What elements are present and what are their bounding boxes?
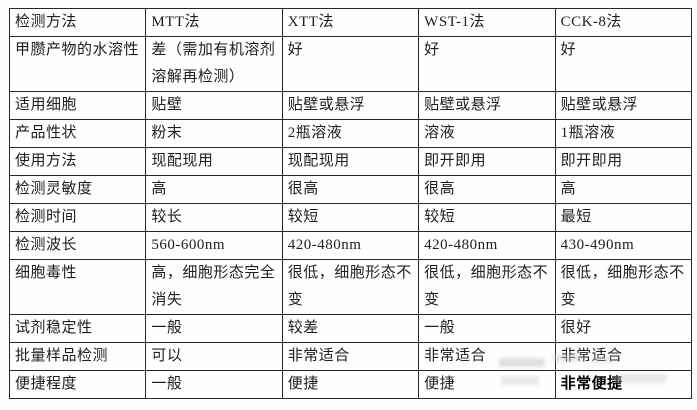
method-column-header: CCK-8法 xyxy=(554,8,693,37)
table-cell: 非常便捷 xyxy=(554,370,693,399)
table-cell: 溶液 xyxy=(418,119,556,148)
row-label: 细胞毒性 xyxy=(8,259,147,315)
table-cell: 可以 xyxy=(145,342,283,371)
table-row: 试剂稳定性 一般 较差 一般 很好 xyxy=(8,314,693,343)
table-cell: 现配现用 xyxy=(145,147,283,176)
row-label: 便捷程度 xyxy=(8,370,147,399)
table-cell: 贴壁或悬浮 xyxy=(554,91,693,120)
table-cell: 560-600nm xyxy=(145,231,283,260)
table-cell: 便捷 xyxy=(281,370,420,399)
table-cell: 430-490nm xyxy=(554,231,693,260)
table-cell: 贴壁或悬浮 xyxy=(418,91,556,120)
table-cell: 420-480nm xyxy=(418,231,556,260)
table-cell: 较短 xyxy=(418,203,556,232)
table-row: 批量样品检测 可以 非常适合 非常适合 非常适合 xyxy=(8,342,693,371)
table-cell: 420-480nm xyxy=(281,231,420,260)
table-cell: 非常适合 xyxy=(281,342,420,371)
row-label: 检测波长 xyxy=(8,231,147,260)
table-cell: 最短 xyxy=(554,203,693,232)
row-label: 使用方法 xyxy=(8,147,147,176)
table-row: 便捷程度 一般 便捷 便捷 非常便捷 xyxy=(8,370,693,399)
table-row: 甲臜产物的水溶性 差（需加有机溶剂溶解再检测）好好好 xyxy=(8,36,693,92)
row-label: 适用细胞 xyxy=(8,91,147,120)
table-cell: 较差 xyxy=(281,314,420,343)
table-row: 使用方法 现配现用 现配现用 即开即用 即开即用 xyxy=(8,147,693,176)
table-cell: 高 xyxy=(554,175,693,204)
table-cell: 很低，细胞形态不变 xyxy=(418,259,556,315)
table-cell: 很低，细胞形态不变 xyxy=(281,259,420,315)
row-label: 试剂稳定性 xyxy=(8,314,147,343)
table-cell: 好 xyxy=(554,36,693,92)
assay-comparison-table: 检测方法 MTT法 XTT法 WST-1法 CCK-8法 甲臜产物的水溶性 差（需加有机溶… xyxy=(8,8,693,399)
table-cell: 非常适合 xyxy=(554,342,693,371)
table-row: 细胞毒性 高，细胞形态完全消失 很低，细胞形态不变 很低，细胞形态不变 很低，细胞形态不… xyxy=(8,259,693,315)
table-cell: 很高 xyxy=(418,175,556,204)
table-cell: 贴壁或悬浮 xyxy=(281,91,420,120)
table-cell: 即开即用 xyxy=(554,147,693,176)
table-row: 适用细胞 贴壁 贴壁或悬浮 贴壁或悬浮 贴壁或悬浮 xyxy=(8,91,693,120)
table-cell: 一般 xyxy=(418,314,556,343)
table-cell: 一般 xyxy=(145,370,283,399)
table-cell: 一般 xyxy=(145,314,283,343)
table-cell: 高，细胞形态完全消失 xyxy=(145,259,283,315)
table-cell: 很高 xyxy=(281,175,420,204)
method-column-header: XTT法 xyxy=(281,8,420,37)
table-cell: 很低，细胞形态不变 xyxy=(554,259,693,315)
table-cell: 1瓶溶液 xyxy=(554,119,693,148)
table-cell: 好 xyxy=(281,36,420,92)
header-row: 检测方法 MTT法 XTT法 WST-1法 CCK-8法 xyxy=(8,8,693,37)
row-label-column-header: 检测方法 xyxy=(8,8,147,37)
table-row: 产品性状 粉末 2瓶溶液 溶液 1瓶溶液 xyxy=(8,119,693,148)
row-label: 产品性状 xyxy=(8,119,147,148)
row-label: 检测灵敏度 xyxy=(8,175,147,204)
table-cell: 好 xyxy=(418,36,556,92)
table-cell: 便捷 xyxy=(418,370,556,399)
table-cell: 差（需加有机溶剂溶解再检测） xyxy=(145,36,283,92)
table-cell: 粉末 xyxy=(145,119,283,148)
table-cell: 2瓶溶液 xyxy=(281,119,420,148)
table-row: 检测波长 560-600nm 420-480nm 420-480nm 430-490nm xyxy=(8,231,693,260)
table-cell: 很好 xyxy=(554,314,693,343)
table-cell: 高 xyxy=(145,175,283,204)
method-column-header: WST-1法 xyxy=(418,8,556,37)
row-label: 检测时间 xyxy=(8,203,147,232)
table-cell: 较长 xyxy=(145,203,283,232)
table-cell: 即开即用 xyxy=(418,147,556,176)
table-body: 甲臜产物的水溶性 差（需加有机溶剂溶解再检测）好好好适用细胞 贴壁 贴壁或悬浮 贴壁或悬… xyxy=(8,36,693,399)
table-cell: 较短 xyxy=(281,203,420,232)
table-cell: 非常适合 xyxy=(418,342,556,371)
table-row: 检测时间 较长 较短 较短 最短 xyxy=(8,203,693,232)
row-label: 甲臜产物的水溶性 xyxy=(8,36,147,92)
row-label: 批量样品检测 xyxy=(8,342,147,371)
table-row: 检测灵敏度高很高 很高高 xyxy=(8,175,693,204)
table-cell: 贴壁 xyxy=(145,91,283,120)
table-cell: 现配现用 xyxy=(281,147,420,176)
method-column-header: MTT法 xyxy=(145,8,283,37)
